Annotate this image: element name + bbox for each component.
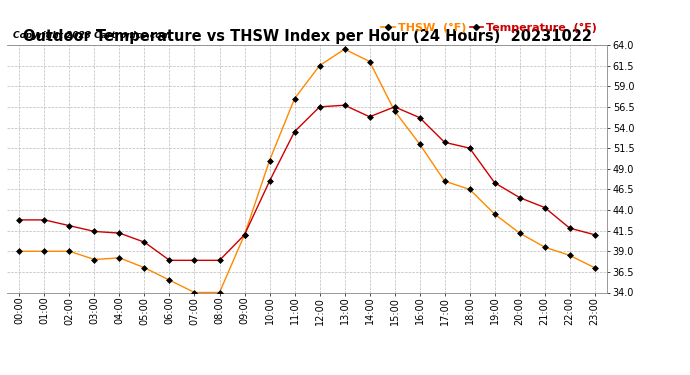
Legend: THSW  (°F), Temperature  (°F): THSW (°F), Temperature (°F) [377, 18, 602, 38]
Title: Outdoor Temperature vs THSW Index per Hour (24 Hours)  20231022: Outdoor Temperature vs THSW Index per Ho… [23, 29, 591, 44]
Text: Copyright 2023 Cartronics.com: Copyright 2023 Cartronics.com [13, 31, 170, 40]
